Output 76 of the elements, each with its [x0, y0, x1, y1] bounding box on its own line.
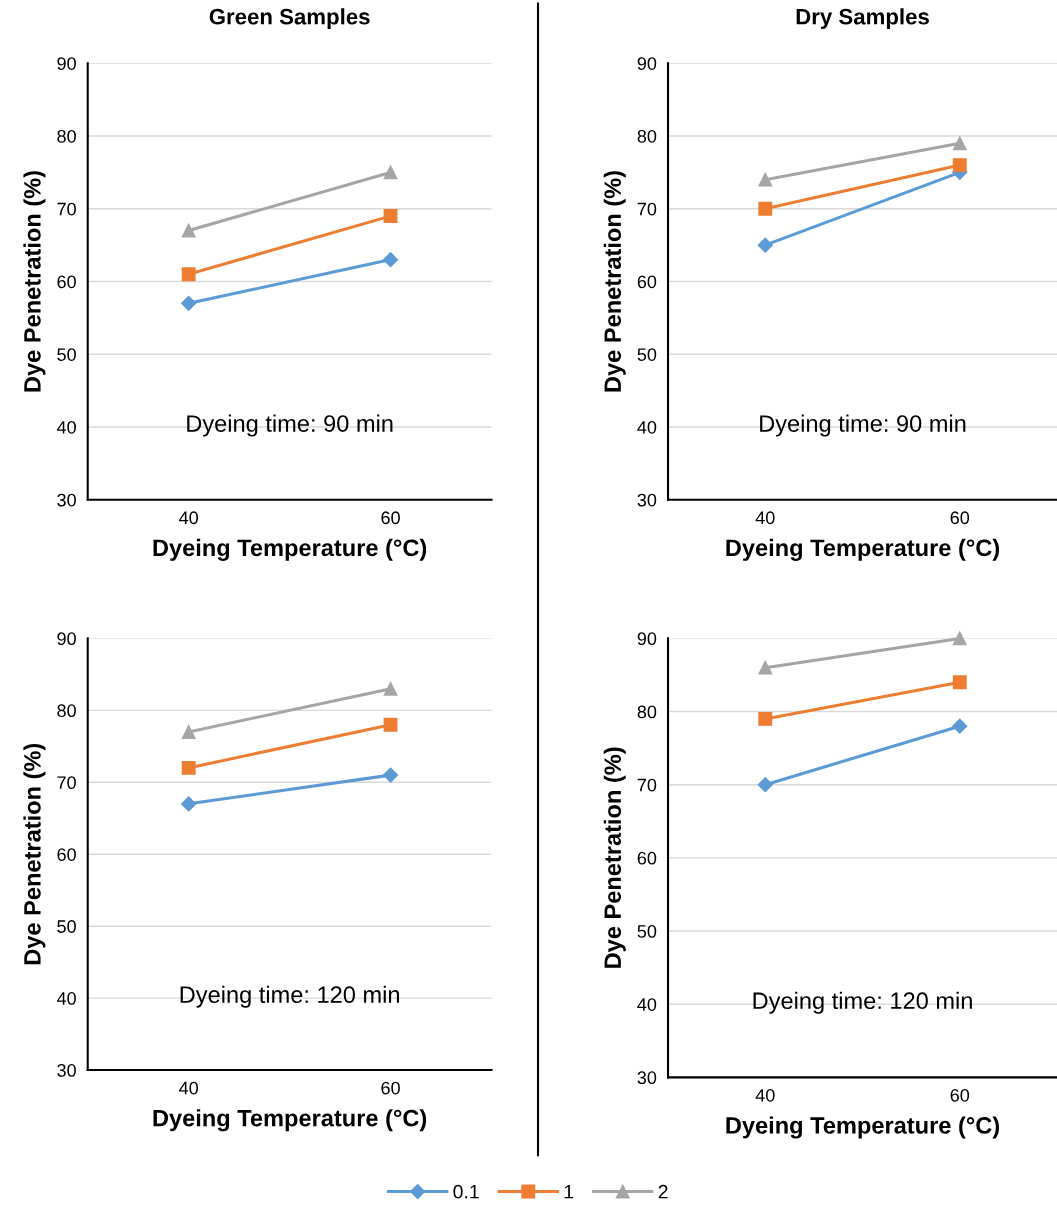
- x-axis-title: Dyeing Temperature (°C): [726, 538, 1000, 561]
- y-tick-label: 50: [57, 920, 76, 933]
- y-tick-label: 80: [637, 705, 657, 719]
- point: [952, 136, 967, 151]
- y-tick-label: 90: [637, 57, 657, 70]
- point: [181, 295, 197, 311]
- y-tick-label: 70: [637, 202, 657, 216]
- annotation: Dyeing time: 90 min: [187, 414, 393, 437]
- y-tick-label: 90: [637, 632, 657, 646]
- x-tick-label: 40: [755, 511, 775, 525]
- y-tick-label: 60: [637, 851, 657, 865]
- annotation: Dyeing time: 90 min: [760, 414, 966, 437]
- point: [758, 711, 773, 726]
- point: [383, 165, 398, 180]
- y-tick-label: 40: [56, 992, 76, 1005]
- y-tick-label: 60: [637, 275, 657, 289]
- point: [757, 777, 773, 793]
- y-tick-label: 30: [57, 1064, 76, 1077]
- y-tick-label: 40: [637, 998, 657, 1011]
- point: [383, 209, 398, 223]
- y-tick-label: 50: [637, 348, 657, 361]
- legend-label: 2: [658, 1184, 668, 1199]
- point: [181, 223, 196, 238]
- y-axis-title: Dye Penetration (%): [23, 171, 46, 392]
- x-tick-label: 40: [179, 1081, 199, 1095]
- point: [181, 724, 196, 739]
- y-tick-label: 90: [57, 632, 76, 646]
- point: [952, 631, 967, 646]
- point: [757, 237, 773, 253]
- x-tick-label: 40: [179, 511, 199, 525]
- y-tick-label: 30: [57, 493, 76, 507]
- y-tick-label: 70: [57, 202, 76, 216]
- point: [952, 675, 967, 690]
- legend-label: 0.1: [453, 1184, 479, 1199]
- y-tick-label: 80: [57, 704, 76, 718]
- x-tick-label: 40: [755, 1088, 775, 1102]
- x-axis-title: Dyeing Temperature (°C): [153, 538, 427, 561]
- point: [181, 267, 196, 282]
- point: [383, 681, 398, 696]
- point: [952, 158, 967, 173]
- point: [758, 660, 773, 675]
- x-tick-label: 60: [381, 511, 400, 525]
- y-axis-title: Dye Penetration (%): [603, 747, 626, 968]
- y-axis-title: Dye Penetration (%): [23, 743, 46, 965]
- y-tick-label: 30: [637, 1071, 657, 1085]
- y-tick-label: 40: [56, 420, 76, 434]
- y-tick-label: 90: [57, 57, 76, 70]
- y-tick-label: 60: [57, 275, 76, 289]
- point: [382, 252, 399, 268]
- point: [758, 172, 773, 187]
- annotation: Dyeing time: 120 min: [180, 985, 399, 1008]
- y-tick-label: 50: [57, 348, 76, 361]
- point: [181, 760, 196, 775]
- y-tick-label: 50: [637, 924, 657, 938]
- point: [952, 718, 968, 734]
- point: [382, 767, 399, 783]
- legend-label: 1: [564, 1184, 574, 1199]
- x-axis-title: Dyeing Temperature (°C): [726, 1116, 1000, 1139]
- x-tick-label: 60: [950, 511, 970, 525]
- y-tick-label: 70: [57, 776, 76, 790]
- annotation: Dyeing time: 120 min: [753, 991, 972, 1014]
- x-tick-label: 60: [950, 1088, 970, 1102]
- y-axis-title: Dye Penetration (%): [603, 171, 626, 392]
- chart-title: Dry Samples: [796, 8, 929, 29]
- point: [181, 796, 197, 812]
- y-tick-label: 40: [637, 420, 657, 434]
- x-axis-title: Dyeing Temperature (°C): [153, 1109, 427, 1132]
- y-tick-label: 80: [57, 129, 76, 143]
- y-tick-label: 60: [57, 848, 76, 861]
- x-tick-label: 60: [381, 1081, 400, 1095]
- y-tick-label: 70: [637, 778, 657, 792]
- point: [383, 717, 398, 732]
- point: [758, 201, 773, 216]
- y-tick-label: 30: [637, 493, 657, 507]
- chart-title: Green Samples: [209, 8, 370, 29]
- y-tick-label: 80: [637, 129, 657, 143]
